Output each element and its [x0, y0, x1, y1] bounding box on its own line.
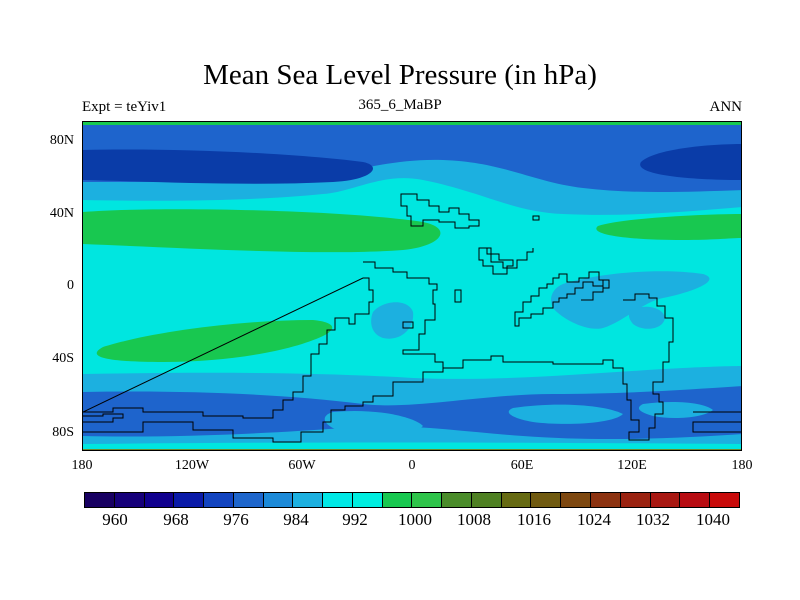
colorbar-segment [174, 493, 205, 507]
lat-label-40s: 40S [52, 351, 74, 366]
colorbar-segment [204, 493, 234, 507]
south-window-2 [508, 404, 623, 424]
colorbar-label: 960 [102, 510, 128, 529]
coast-gondwana-west [83, 261, 444, 443]
colorbar [84, 492, 740, 508]
colorbar-segment [710, 493, 739, 507]
lat-label-equator: 0 [67, 278, 74, 293]
experiment-label: Expt = teYiv1 [82, 99, 167, 115]
chart-title: Mean Sea Level Pressure (in hPa) [203, 59, 597, 91]
colorbar-label: 1016 [517, 510, 551, 529]
colorbar-label: 968 [163, 510, 189, 529]
lon-label-60e: 60E [510, 458, 534, 473]
colorbar-segment [501, 493, 532, 507]
colorbar-segment [114, 493, 145, 507]
coastlines [83, 193, 741, 443]
coast-gondwana-east [442, 293, 674, 441]
lon-label-120e: 120E [617, 458, 647, 473]
lon-label-180e: 180 [731, 458, 753, 473]
colorbar-segment [650, 493, 681, 507]
coast-island-3 [402, 321, 414, 329]
bottom-edge-strip [83, 449, 741, 450]
coast-island-2 [454, 289, 462, 303]
colorbar-segment [561, 493, 592, 507]
colorbar-segment [233, 493, 264, 507]
period-label: 365_6_MaBP [358, 97, 442, 113]
colorbar-segment [352, 493, 383, 507]
coast-india [514, 271, 604, 327]
colorbar-segment [620, 493, 651, 507]
coast-antarctic-edges [83, 411, 741, 433]
lon-label-120w: 120W [174, 458, 210, 473]
lat-label-80s: 80S [52, 425, 74, 440]
colorbar-segment [323, 493, 353, 507]
colorbar-label: 1000 [398, 510, 432, 529]
colorbar-segment [85, 493, 115, 507]
low-north-west [83, 149, 373, 184]
colorbar-segment [263, 493, 294, 507]
coast-island-1 [532, 215, 540, 221]
colorbar-label: 984 [283, 510, 309, 529]
lon-label-60w: 60W [288, 458, 316, 473]
season-label: ANN [709, 99, 743, 115]
colorbar-segment [293, 493, 324, 507]
pressure-map [82, 121, 742, 451]
pressure-map-canvas [83, 122, 741, 450]
top-edge-strip [83, 122, 741, 125]
colorbar-label: 992 [342, 510, 368, 529]
colorbar-segment [471, 493, 502, 507]
colorbar-segment [591, 493, 621, 507]
coast-asia-south [483, 247, 534, 269]
high-south-pacific [96, 320, 333, 362]
tropical-low-indian [628, 306, 665, 329]
colorbar-label: 1008 [457, 510, 491, 529]
colorbar-label: 1040 [696, 510, 730, 529]
colorbar-segment [412, 493, 443, 507]
south-pole-field [83, 442, 741, 450]
colorbar-label: 1024 [577, 510, 611, 529]
colorbar-segment [382, 493, 413, 507]
coast-island-4 [602, 279, 610, 289]
lat-label-80n: 80N [49, 133, 74, 148]
colorbar-segment [680, 493, 711, 507]
colorbar-segment [144, 493, 175, 507]
colorbar-label: 976 [223, 510, 249, 529]
lat-label-40n: 40N [49, 206, 74, 221]
high-north-atlantic [83, 209, 441, 253]
south-window-1 [324, 410, 423, 436]
high-north-pacific [596, 214, 741, 240]
colorbar-label: 1032 [636, 510, 670, 529]
tropical-low-atlantic [371, 302, 414, 339]
lon-label-180w: 180 [71, 458, 93, 473]
coast-europe [400, 193, 480, 229]
colorbar-segment [531, 493, 562, 507]
lon-label-0: 0 [408, 458, 416, 473]
low-north-east [640, 144, 741, 180]
band-south-984 [83, 386, 741, 440]
colorbar-segment [442, 493, 472, 507]
